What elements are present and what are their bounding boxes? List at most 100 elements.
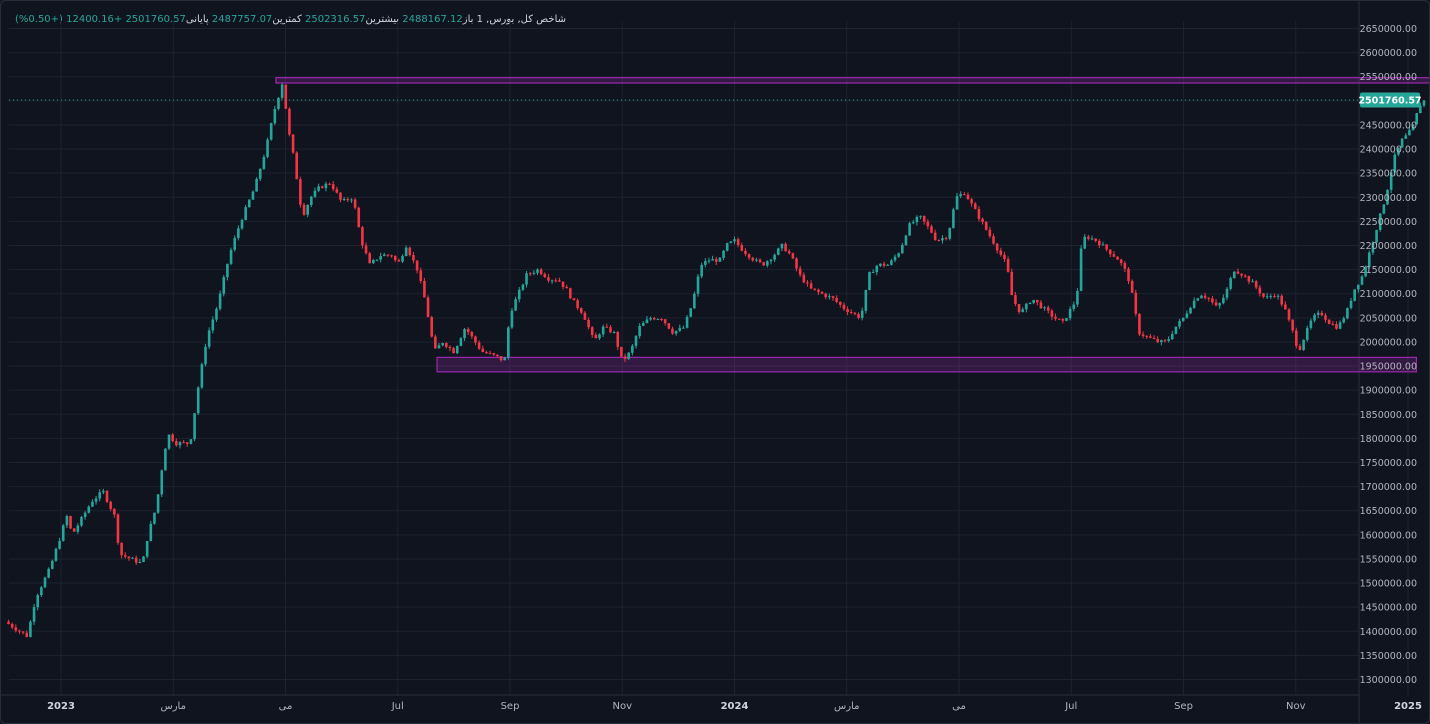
y-tick-label: 1800000.00: [1360, 434, 1417, 445]
candle-body: [1411, 124, 1415, 131]
candle-body: [747, 254, 751, 258]
candle-body: [160, 470, 164, 495]
candle-body: [609, 327, 612, 333]
y-tick-label: 2600000.00: [1360, 48, 1417, 59]
candle-body: [901, 244, 904, 254]
candle-body: [1367, 252, 1371, 267]
candle-body: [1251, 281, 1254, 283]
candle-body: [988, 229, 992, 237]
candle-body: [1170, 333, 1174, 340]
candle-body: [1349, 300, 1353, 308]
candle-body: [29, 621, 32, 637]
candle-body: [21, 631, 25, 633]
candle-body: [623, 356, 627, 359]
candle-body: [634, 336, 638, 346]
candle-body: [299, 179, 302, 205]
candle-body: [339, 192, 342, 200]
candle-body: [1408, 130, 1411, 136]
candle-body: [1116, 256, 1119, 260]
candle-body: [1269, 296, 1273, 298]
candle-body: [1419, 105, 1422, 114]
candle-body: [952, 209, 955, 228]
candle-body: [295, 152, 299, 180]
candle-body: [382, 254, 386, 257]
candle-body: [335, 189, 339, 193]
candle-body: [1090, 238, 1094, 240]
candle-body: [247, 199, 251, 208]
candle-body: [116, 514, 120, 543]
candle-body: [1189, 307, 1192, 314]
candle-body: [1265, 296, 1269, 298]
candle-body: [164, 448, 167, 471]
candle-body: [1243, 275, 1247, 277]
candle-body: [426, 297, 430, 318]
candle-body: [485, 352, 488, 354]
candle-body: [306, 205, 309, 215]
candle-body: [1207, 297, 1211, 299]
last-price-badge: [1360, 92, 1420, 108]
candle-body: [1291, 319, 1294, 331]
candle-body: [302, 204, 306, 215]
candle-body: [507, 327, 510, 358]
candle-body: [1196, 298, 1200, 301]
candle-body: [645, 319, 649, 324]
candle-body: [430, 317, 434, 337]
candle-body: [65, 516, 69, 526]
candle-body: [280, 84, 284, 98]
candle-body: [802, 274, 806, 283]
candle-body: [10, 624, 14, 628]
candle-body: [631, 345, 634, 353]
candle-body: [109, 501, 112, 509]
candle-body: [1003, 254, 1006, 260]
candle-body: [539, 269, 543, 275]
candle-body: [1174, 326, 1178, 334]
price-axis[interactable]: 1300000.00 1350000.00 1400000.00 1450000.00…: [1360, 24, 1417, 686]
candle-body: [313, 190, 317, 197]
candle-body: [835, 297, 838, 302]
candle-body: [1211, 298, 1214, 303]
y-tick-label: 1450000.00: [1360, 603, 1417, 614]
candle-body: [1039, 302, 1043, 309]
y-tick-label: 2450000.00: [1360, 120, 1417, 131]
candle-body: [240, 219, 244, 229]
candle-body: [269, 123, 273, 140]
x-tick-label: 2024: [721, 701, 749, 712]
x-tick-label: Sep: [501, 701, 520, 712]
candle-body: [787, 251, 791, 254]
y-tick-label: 1900000.00: [1360, 386, 1417, 397]
candle-body: [1021, 309, 1025, 312]
candle-body: [499, 356, 503, 361]
time-axis[interactable]: 2023 مارس می Jul Sep Nov 2024 مارس می Jul Sep Nov 20…: [47, 701, 1422, 712]
candle-body: [1360, 276, 1364, 285]
candle-body: [911, 222, 915, 224]
candle-body: [1050, 310, 1054, 317]
support-resistance-zone: [436, 356, 1418, 373]
candle-body: [131, 557, 134, 559]
candle-body: [565, 286, 568, 289]
zones: [275, 77, 1429, 373]
candle-body: [222, 277, 226, 294]
candle-body: [616, 331, 620, 347]
candle-body: [1057, 318, 1061, 320]
candle-body: [514, 299, 517, 311]
candle-body: [404, 247, 408, 257]
y-tick-label: 1650000.00: [1360, 506, 1417, 517]
y-tick-label: 2400000.00: [1360, 145, 1417, 156]
candle-body: [758, 259, 762, 263]
candle-body: [178, 442, 182, 446]
candle-body: [930, 226, 933, 233]
candle-body: [36, 595, 40, 608]
candle-body: [258, 168, 262, 179]
candle-body: [528, 273, 532, 275]
candle-body: [1232, 271, 1236, 279]
candle-body: [14, 627, 18, 631]
candle-body: [324, 183, 328, 189]
candle-body: [1273, 296, 1276, 298]
candle-body: [1313, 314, 1316, 321]
candle-body: [740, 244, 744, 251]
candle-body: [594, 334, 598, 339]
candle-body: [1046, 307, 1050, 311]
candle-body: [598, 334, 601, 339]
candle-body: [755, 259, 758, 261]
